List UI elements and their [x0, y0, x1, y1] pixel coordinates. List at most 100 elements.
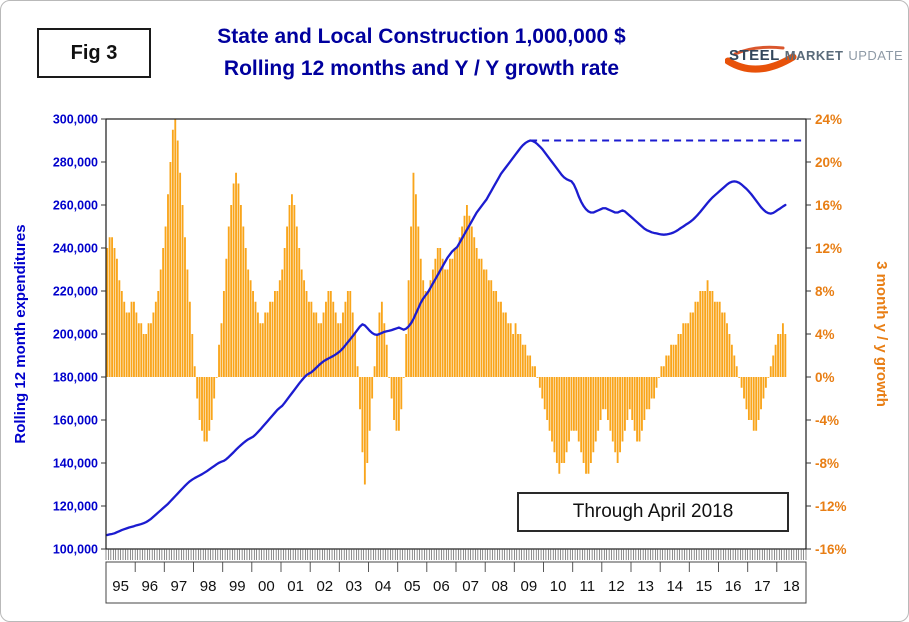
growth-bar	[512, 334, 515, 377]
svg-text:280,000: 280,000	[53, 156, 98, 170]
growth-bar	[743, 377, 745, 399]
growth-bar	[315, 312, 318, 377]
growth-bar	[300, 269, 303, 377]
svg-text:00: 00	[258, 578, 275, 595]
growth-bar	[133, 301, 135, 377]
growth-bar	[449, 258, 451, 377]
svg-text:160,000: 160,000	[53, 414, 98, 428]
svg-text:-12%: -12%	[815, 499, 847, 514]
svg-text:300,000: 300,000	[53, 113, 98, 127]
growth-bar	[692, 312, 694, 377]
growth-bar	[500, 301, 502, 377]
svg-text:01: 01	[287, 578, 304, 595]
growth-bar	[672, 344, 675, 377]
growth-bar	[152, 312, 155, 377]
growth-bar	[665, 355, 668, 377]
growth-bar	[492, 291, 495, 377]
growth-bar	[378, 312, 381, 377]
growth-bar	[677, 334, 680, 377]
growth-bar	[463, 215, 466, 377]
growth-bar	[599, 377, 602, 420]
growth-bar	[407, 280, 410, 377]
growth-bar	[546, 377, 549, 420]
growth-bar	[193, 366, 196, 377]
growth-bar	[356, 366, 359, 377]
growth-bar	[641, 377, 643, 431]
growth-bar	[208, 377, 211, 431]
svg-text:96: 96	[141, 578, 158, 595]
growth-bar	[495, 291, 498, 377]
growth-bar	[402, 377, 405, 378]
growth-bar	[777, 334, 779, 377]
growth-bar	[220, 323, 223, 377]
growth-bar	[167, 194, 169, 377]
growth-bar	[572, 377, 575, 431]
growth-bar	[517, 334, 519, 377]
growth-bar	[466, 205, 468, 377]
growth-bar	[281, 269, 284, 377]
growth-bar	[694, 301, 697, 377]
growth-bar	[781, 323, 784, 377]
growth-bar	[363, 377, 366, 485]
svg-text:09: 09	[521, 578, 538, 595]
growth-bar	[650, 377, 653, 399]
growth-bar	[565, 377, 568, 453]
growth-bar	[213, 377, 216, 399]
svg-text:240,000: 240,000	[53, 242, 98, 256]
growth-bar	[755, 377, 758, 431]
growth-bar	[774, 344, 777, 377]
svg-text:97: 97	[171, 578, 188, 595]
svg-text:20%: 20%	[815, 155, 842, 170]
growth-bar	[638, 377, 641, 442]
growth-bar	[266, 312, 269, 377]
svg-text:4%: 4%	[815, 327, 835, 342]
growth-bar	[682, 323, 685, 377]
growth-bar	[485, 269, 488, 377]
growth-bar	[254, 301, 257, 377]
growth-bar	[679, 334, 682, 377]
growth-bar	[453, 248, 456, 377]
growth-bar	[543, 377, 546, 410]
growth-bar	[247, 269, 250, 377]
svg-text:18: 18	[783, 578, 800, 595]
growth-bar	[609, 377, 612, 431]
growth-bar	[256, 312, 259, 377]
svg-text:100,000: 100,000	[53, 543, 98, 557]
growth-bar	[283, 248, 286, 377]
growth-bar	[478, 258, 481, 377]
growth-bar	[174, 119, 177, 377]
growth-bar	[689, 312, 692, 377]
growth-bar	[658, 377, 660, 378]
growth-bar	[244, 248, 247, 377]
growth-bar	[397, 377, 400, 431]
svg-text:10: 10	[550, 578, 567, 595]
logo-wordmark: STEEL MARKET UPDATE	[729, 47, 903, 65]
logo-word-steel: STEEL	[729, 47, 780, 64]
growth-bar	[405, 334, 408, 377]
growth-bar	[222, 291, 225, 377]
right-axis-ticks: 24% 20% 16% 12% 8% 4% 0% -4% -8% -12% -16%	[806, 112, 847, 557]
growth-bar	[648, 377, 651, 410]
annotation-box: Through April 2018	[517, 492, 789, 532]
growth-bar	[108, 237, 111, 377]
growth-bar	[434, 258, 437, 377]
growth-bar	[125, 312, 128, 377]
growth-bar	[497, 301, 500, 377]
growth-bar	[366, 377, 369, 463]
growth-bar	[171, 129, 174, 377]
svg-text:220,000: 220,000	[53, 285, 98, 299]
growth-bar	[351, 312, 354, 377]
growth-bar	[354, 334, 357, 377]
growth-bar	[111, 237, 113, 377]
growth-bar	[619, 377, 621, 453]
fig-label-box: Fig 3	[37, 28, 151, 78]
growth-bar	[597, 377, 600, 431]
chart-title-line1: State and Local Construction 1,000,000 $	[217, 25, 626, 48]
growth-bar	[643, 377, 646, 420]
growth-bar	[332, 301, 335, 377]
growth-bar	[252, 291, 254, 377]
growth-bar	[461, 226, 463, 377]
growth-bar	[188, 301, 191, 377]
growth-bar	[660, 366, 663, 377]
